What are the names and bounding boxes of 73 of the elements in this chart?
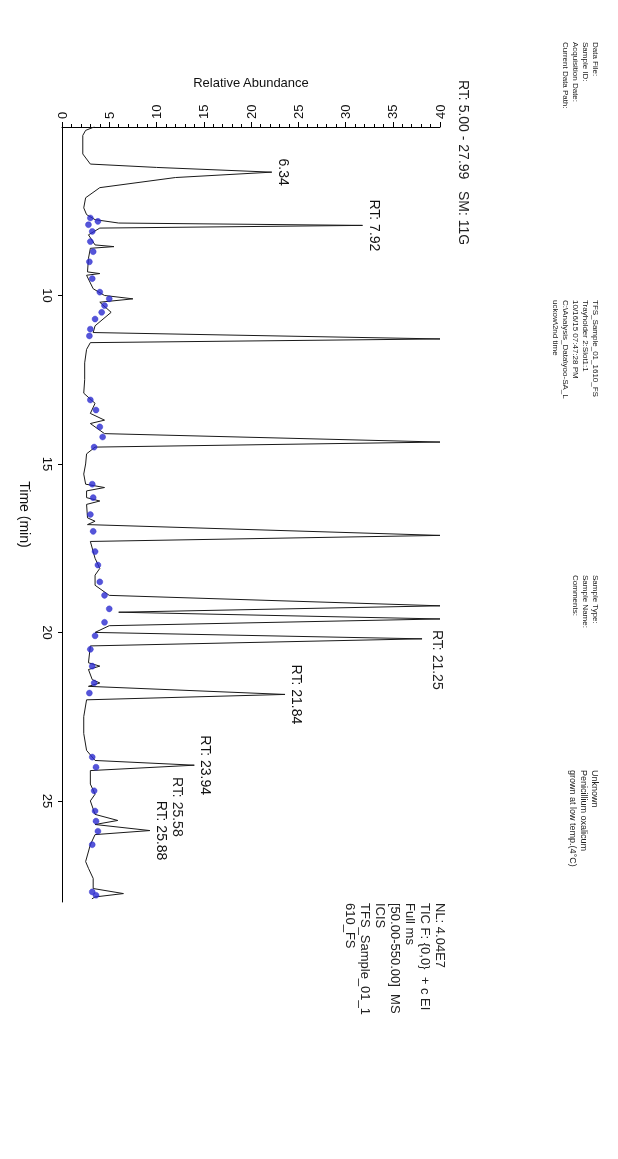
x-tick-label: 20 xyxy=(243,104,259,119)
point xyxy=(90,679,98,687)
annotation: RT: 23.94 xyxy=(198,735,215,796)
point xyxy=(86,689,93,697)
point xyxy=(98,309,105,316)
point xyxy=(90,787,98,795)
point xyxy=(106,295,113,303)
annotation: RT: 7.92 xyxy=(366,199,383,252)
y-axis-title: Time (min) xyxy=(17,481,33,548)
point xyxy=(89,480,96,488)
annotation: RT: 21.25 xyxy=(430,630,446,690)
annotation: 6.34 xyxy=(275,158,292,186)
point xyxy=(101,592,108,599)
text: Sample Type: Sample Name: Comments: xyxy=(570,575,600,628)
x-tick-label: 40 xyxy=(432,104,448,119)
text: NL: 4.04E7 TIC F: {0,0} + c EI Full ms [50.00-550.00] MS ICIS TFS_Sample_01_1 610_FS xyxy=(343,903,448,1016)
point xyxy=(96,578,104,586)
point xyxy=(91,632,99,640)
text: Data File: Sample ID: Acquisition Date: Current Data Path: xyxy=(560,42,600,109)
x-tick-label: 0 xyxy=(54,111,70,119)
text: Unknown Penicillium oxalicum grown at low temp.(4°C) xyxy=(567,770,600,867)
point xyxy=(91,315,99,323)
y-tick-label: 25 xyxy=(40,793,55,809)
point xyxy=(87,214,94,222)
point xyxy=(89,528,97,535)
x-tick-label: 30 xyxy=(338,104,353,119)
point xyxy=(87,646,94,653)
point xyxy=(87,511,94,518)
point xyxy=(89,841,96,848)
point xyxy=(101,302,108,309)
annotation: RT: 25.58 xyxy=(170,777,186,837)
point xyxy=(92,817,100,825)
point xyxy=(89,888,96,896)
annotation: RT: 21.84 xyxy=(289,664,306,725)
point xyxy=(87,325,94,333)
point xyxy=(91,548,99,555)
point xyxy=(96,423,104,431)
line-series xyxy=(82,126,441,900)
y-tick-label: 20 xyxy=(40,625,55,640)
x-tick-label: 25 xyxy=(290,104,306,119)
point xyxy=(85,221,92,228)
point xyxy=(87,238,94,245)
annotation: RT: 25.88 xyxy=(153,800,170,861)
point xyxy=(89,248,97,255)
point xyxy=(86,258,93,266)
point xyxy=(87,396,94,404)
x-axis-title: Relative Abundance xyxy=(193,75,309,90)
point xyxy=(86,332,93,340)
point xyxy=(96,288,104,296)
x-tick-label: 15 xyxy=(196,104,212,119)
text: TFS_Sample_01_1610_FS Trayholder 2:Slot1:1 10/16/15 07:47:28 PM C:\Analysis_Data\yoo-SA_L uckow\2nd time xyxy=(550,300,600,400)
point xyxy=(89,275,96,282)
x-tick-label: 5 xyxy=(101,111,117,119)
point xyxy=(92,763,100,771)
point xyxy=(94,218,102,225)
point xyxy=(94,561,102,569)
x-tick-label: 10 xyxy=(149,104,164,119)
point xyxy=(89,753,96,761)
point xyxy=(106,605,113,613)
point xyxy=(99,433,106,441)
point xyxy=(101,619,108,626)
point xyxy=(91,807,99,815)
y-tick-label: 10 xyxy=(40,288,55,303)
y-tick-label: 15 xyxy=(40,456,55,472)
point xyxy=(92,892,100,899)
x-tick-label: 35 xyxy=(385,104,401,119)
text: RT: 5.00 - 27.99 SM: 11G xyxy=(456,80,472,246)
point xyxy=(94,827,102,835)
point xyxy=(89,494,97,501)
point xyxy=(92,406,100,414)
point xyxy=(89,662,96,670)
point xyxy=(89,228,96,235)
point xyxy=(90,443,98,451)
